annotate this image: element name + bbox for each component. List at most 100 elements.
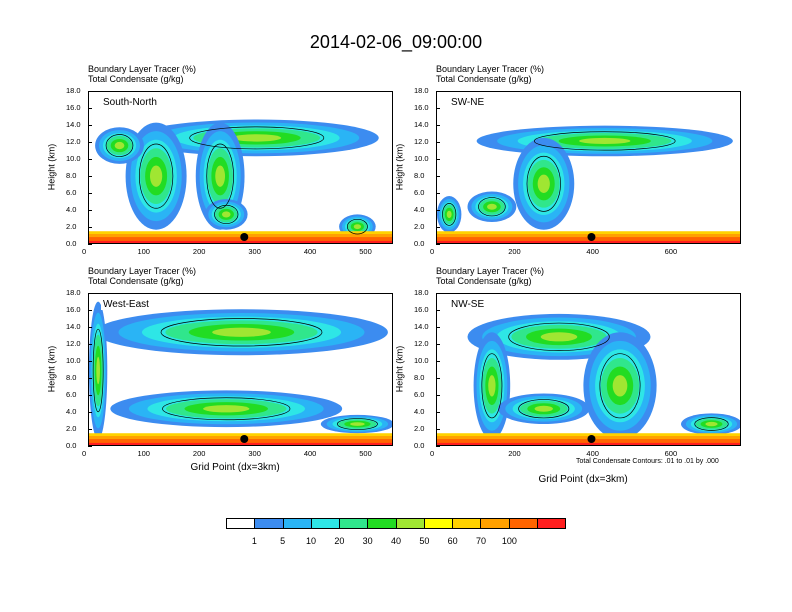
contour-note: Total Condensate Contours: .01 to .01 by… [576, 458, 719, 465]
y-tick-mark [436, 91, 440, 92]
condensate-contour [526, 155, 561, 212]
boundary-layer-band [89, 233, 392, 238]
y-tick-label: 0.0 [414, 441, 425, 450]
condensate-contour [518, 399, 570, 419]
y-tick-label: 2.0 [414, 222, 425, 231]
y-tick-mark [436, 125, 440, 126]
field-blob [446, 210, 452, 219]
colorbar-label: 20 [334, 536, 345, 546]
plot-panel-west-east: West-East [88, 293, 393, 446]
colorbar-swatch [283, 519, 312, 528]
field-blob [221, 211, 231, 218]
y-tick-label: 0.0 [66, 441, 77, 450]
y-tick-mark [436, 210, 440, 211]
panel-label: South-North [101, 97, 159, 108]
y-tick-label: 8.0 [414, 171, 425, 180]
field-blob [212, 327, 271, 337]
location-marker [240, 435, 249, 443]
colorbar-swatch [453, 519, 482, 528]
y-tick-label: 16.0 [414, 103, 429, 112]
boundary-layer-band [437, 240, 740, 243]
y-tick-mark [436, 361, 440, 362]
y-tick-mark [88, 244, 92, 245]
y-tick-mark [88, 193, 92, 194]
y-tick-label: 4.0 [414, 407, 425, 416]
boundary-layer-band [89, 442, 392, 445]
y-tick-label: 8.0 [414, 373, 425, 382]
x-tick-label: 200 [508, 247, 521, 256]
field-blob [114, 141, 125, 150]
x-tick-label: 300 [248, 449, 261, 458]
colorbar-swatch [537, 519, 565, 528]
y-tick-mark [436, 108, 440, 109]
colorbar-label: 5 [280, 536, 286, 546]
condensate-contour [162, 397, 291, 421]
colorbar-label: 70 [475, 536, 487, 546]
x-tick-label: 600 [664, 247, 678, 256]
y-tick-label: 6.0 [66, 390, 77, 399]
field-blob [353, 224, 362, 230]
y-tick-label: 12.0 [66, 137, 81, 146]
condensate-contour [105, 134, 134, 157]
figure-title: 2014-02-06_09:00:00 [309, 32, 483, 52]
x-tick-label: 0 [82, 247, 87, 256]
field-blob [540, 332, 578, 342]
field-blob [612, 375, 628, 397]
condensate-contour [481, 353, 503, 419]
field-blob [487, 203, 497, 210]
y-tick-label: 8.0 [66, 171, 77, 180]
x-tick-label: 200 [508, 449, 521, 458]
y-tick-mark [436, 159, 440, 160]
plot-panel-south-north: South-North [88, 91, 393, 244]
y-tick-label: 10.0 [66, 356, 81, 365]
y-tick-mark [436, 244, 440, 245]
boundary-layer-band [437, 433, 740, 437]
boundary-layer-band [89, 231, 392, 235]
field-blob [488, 375, 496, 397]
boundary-layer-band [437, 231, 740, 235]
colorbar-swatch [481, 519, 510, 528]
condensate-contour [533, 131, 676, 151]
y-tick-label: 18.0 [414, 288, 429, 297]
panel-title-line: Total Condensate (g/kg) [436, 276, 532, 286]
x-tick-label: 500 [359, 449, 372, 458]
panel-title-line: Boundary Layer Tracer (%) [88, 64, 197, 74]
panel-label: SW-NE [449, 97, 487, 108]
field-svg [437, 313, 740, 445]
y-tick-label: 10.0 [414, 154, 429, 163]
panel-title-line: Boundary Layer Tracer (%) [436, 64, 545, 74]
y-tick-label: 16.0 [414, 305, 429, 314]
y-tick-label: 14.0 [66, 120, 81, 129]
boundary-layer-band [89, 433, 392, 437]
y-tick-label: 2.0 [66, 424, 77, 433]
x-tick-label: 600 [664, 449, 678, 458]
y-tick-label: 16.0 [66, 305, 81, 314]
condensate-contour [442, 203, 457, 226]
y-tick-mark [88, 210, 92, 211]
y-tick-label: 16.0 [66, 103, 81, 112]
y-tick-mark [88, 91, 92, 92]
colorbar-swatch [396, 519, 425, 528]
colorbar-swatch [311, 519, 340, 528]
y-tick-mark [436, 378, 440, 379]
field-blob [150, 165, 163, 187]
y-tick-mark [88, 293, 92, 294]
y-tick-label: 18.0 [66, 86, 81, 95]
y-tick-mark [88, 125, 92, 126]
y-tick-label: 2.0 [414, 424, 425, 433]
field-blob [705, 421, 718, 427]
panel-title-line: Total Condensate (g/kg) [436, 74, 532, 84]
panel-label: West-East [101, 299, 151, 310]
x-tick-label: 0 [430, 247, 435, 256]
field-svg [437, 125, 740, 243]
x-tick-label: 300 [248, 247, 261, 256]
condensate-contour [92, 328, 104, 413]
colorbar-label: 10 [305, 536, 317, 546]
panel-label: NW-SE [449, 299, 487, 310]
x-tick-label: 200 [192, 247, 206, 256]
field-blob [537, 174, 550, 193]
y-tick-mark [88, 429, 92, 430]
y-tick-label: 6.0 [66, 188, 77, 197]
x-tick-label: 400 [586, 449, 599, 458]
condensate-contour [189, 126, 325, 150]
